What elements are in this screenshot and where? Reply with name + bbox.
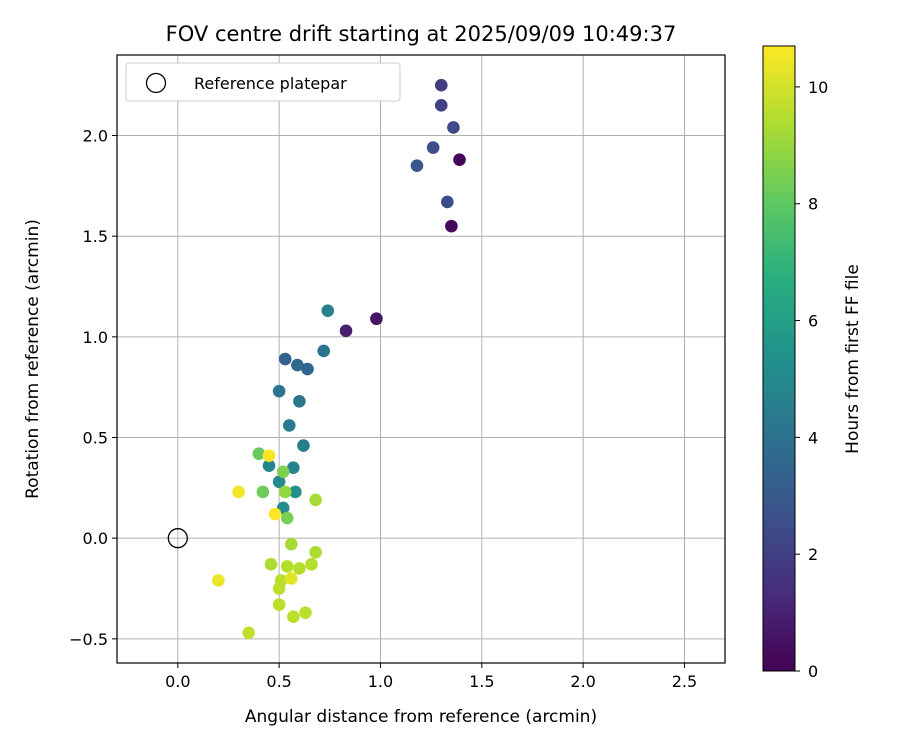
data-point [441,195,454,209]
colorbar-gradient [762,45,796,672]
colorbar-tick-label: 2 [808,545,818,564]
data-point [410,159,424,173]
data-point [278,485,292,499]
data-point [264,558,278,571]
data-point [434,99,448,112]
x-tick-label: 0.5 [266,672,291,691]
colorbar-tick-label: 8 [808,195,818,214]
data-point [268,507,282,521]
x-axis-ticks: 0.0 0.5 1.0 1.5 2.0 2.5 [165,663,697,691]
data-point [280,511,294,525]
data-point [301,362,314,376]
data-point [309,545,322,559]
data-point [287,461,300,475]
chart-title: FOV centre drift starting at 2025/09/09 … [166,22,677,46]
data-point [370,312,383,326]
data-point [272,384,286,398]
data-point [339,324,353,338]
x-tick-label: 0.0 [165,672,190,691]
plot-frame [116,54,726,664]
data-point [447,121,460,134]
y-tick-label: −0.5 [69,630,108,649]
data-point [309,493,322,507]
y-tick-label: 1.5 [83,227,108,246]
colorbar-label: Hours from first FF file [843,264,863,454]
data-point [282,419,296,432]
data-point [280,560,294,573]
x-tick-label: 2.0 [570,672,595,691]
colorbar-tick-label: 4 [808,428,818,447]
data-point [256,485,270,499]
data-point [284,537,298,551]
data-point [276,465,290,479]
x-tick-label: 2.5 [672,672,697,691]
data-point [232,485,245,499]
legend-box [125,62,401,102]
data-point [252,447,266,460]
data-point [434,78,448,92]
data-point [291,358,304,372]
y-axis-ticks: −0.5 0.0 0.5 1.0 1.5 2.0 [69,127,117,649]
data-point [212,574,225,587]
data-point [453,153,466,166]
data-point [297,439,310,452]
colorbar-tick-label: 6 [808,312,818,331]
colorbar-ticks: 0 2 4 6 8 10 [795,78,828,681]
plot-area [117,55,725,663]
y-tick-label: 2.0 [83,127,108,146]
data-point [299,606,312,619]
y-tick-label: 0.0 [83,529,108,548]
data-point [272,582,286,595]
data-point [287,610,300,623]
colorbar: 0 2 4 6 8 10 Hours from first FF file [762,45,863,681]
data-point [445,219,458,233]
x-tick-label: 1.5 [469,672,494,691]
data-point [293,394,306,408]
data-points [212,78,466,640]
data-point [262,459,276,473]
data-point [278,352,292,366]
data-point [305,558,318,571]
x-axis-label: Angular distance from reference (arcmin) [245,707,597,727]
data-point [317,344,331,358]
legend: Reference platepar [125,62,401,102]
y-axis-label: Rotation from reference (arcmin) [23,219,43,499]
data-point [262,449,276,462]
data-point [426,141,440,154]
legend-reference-marker [145,72,167,94]
x-tick-label: 1.0 [368,672,393,691]
data-point [272,598,286,611]
data-point [293,562,306,575]
y-tick-label: 1.0 [83,328,108,347]
data-point [242,626,256,640]
y-tick-label: 0.5 [83,429,108,448]
data-point [321,304,335,317]
grid [117,55,725,663]
data-point [272,475,286,489]
data-point [284,572,298,585]
legend-label-reference: Reference platepar [194,74,347,93]
data-point [289,485,302,499]
reference-platepar-marker [167,528,188,549]
colorbar-tick-label: 0 [808,662,818,681]
colorbar-tick-label: 10 [808,78,828,97]
